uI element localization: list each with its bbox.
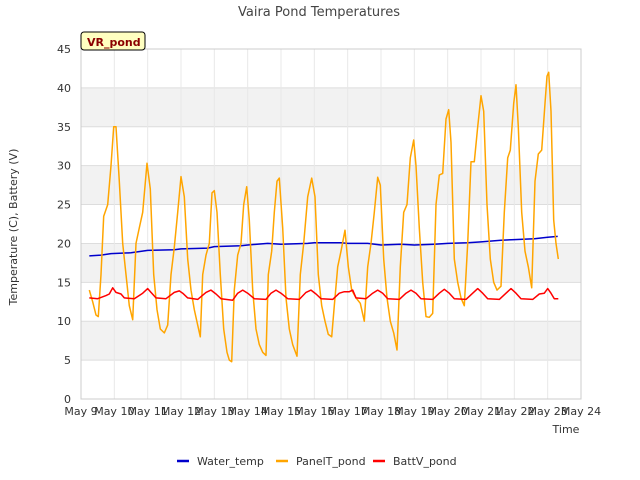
series-line-battv-pond <box>89 287 559 301</box>
legend-label: PanelT_pond <box>296 455 366 468</box>
x-tick-label: May 16 <box>294 405 334 418</box>
series-line-water-temp <box>89 235 558 257</box>
x-tick-label: May 18 <box>361 405 401 418</box>
site-badge: VR_pond <box>80 31 146 51</box>
x-axis-title: Time <box>552 423 580 436</box>
x-tick-label: May 21 <box>461 405 501 418</box>
x-tick-label: May 19 <box>394 405 434 418</box>
x-tick-label: May 14 <box>228 405 268 418</box>
y-tick-label: 15 <box>57 276 71 289</box>
x-tick-label: May 15 <box>261 405 301 418</box>
y-tick-label: 5 <box>64 354 71 367</box>
y-tick-label: 45 <box>57 43 71 56</box>
plot-border <box>80 48 582 400</box>
grid <box>80 48 582 400</box>
x-tick-label: May 12 <box>161 405 201 418</box>
grid-band <box>81 87 581 127</box>
y-axis-title: Temperature (C), Battery (V) <box>7 149 20 307</box>
x-tick-label: May 24 <box>561 405 601 418</box>
y-tick-label: 20 <box>57 237 71 250</box>
legend-label: Water_temp <box>197 455 264 468</box>
series-lines <box>88 71 560 363</box>
x-tick-label: May 22 <box>494 405 534 418</box>
y-axis-ticks: 0 5 10 15 20 25 30 35 40 45 <box>57 43 71 406</box>
y-tick-label: 35 <box>57 121 71 134</box>
x-tick-label: May 9 <box>64 405 97 418</box>
grid-band <box>81 243 581 283</box>
x-tick-label: May 10 <box>94 405 134 418</box>
site-badge-label: VR_pond <box>87 36 141 49</box>
grid-band <box>81 321 581 361</box>
y-tick-label: 10 <box>57 315 71 328</box>
legend-label: BattV_pond <box>393 455 457 468</box>
site-badge-box <box>80 31 146 51</box>
x-tick-label: May 11 <box>128 405 168 418</box>
plot-background <box>81 49 581 399</box>
x-tick-label: May 17 <box>328 405 368 418</box>
chart-title: Vaira Pond Temperatures <box>238 5 400 20</box>
legend: Water_temp PanelT_pond BattV_pond <box>177 455 457 468</box>
y-tick-label: 30 <box>57 160 71 173</box>
x-tick-label: May 23 <box>528 405 568 418</box>
grid-band <box>81 165 581 205</box>
series-line-panelt-pond <box>88 71 560 363</box>
x-tick-label: May 13 <box>194 405 234 418</box>
y-tick-label: 40 <box>57 82 71 95</box>
y-tick-label: 25 <box>57 199 71 212</box>
y-tick-label: 0 <box>64 393 71 406</box>
x-tick-label: May 20 <box>428 405 468 418</box>
